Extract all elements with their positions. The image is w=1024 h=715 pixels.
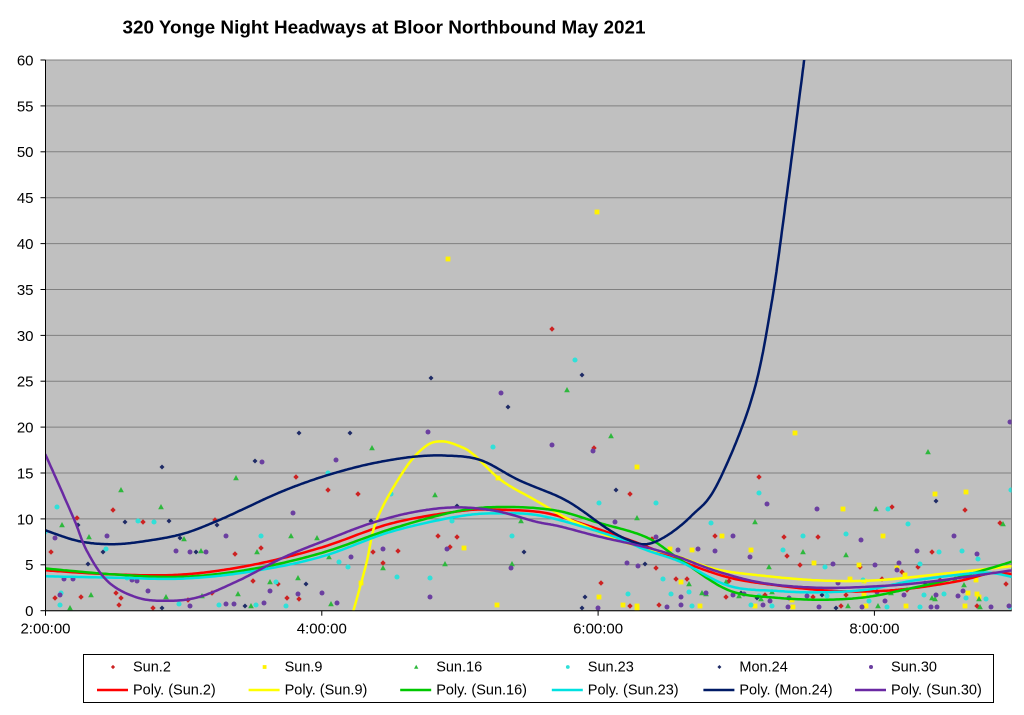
svg-text:55: 55 bbox=[17, 98, 34, 115]
svg-text:6:00:00: 6:00:00 bbox=[573, 621, 623, 638]
svg-text:Sun.16: Sun.16 bbox=[436, 660, 482, 676]
svg-text:50: 50 bbox=[17, 144, 34, 161]
svg-text:25: 25 bbox=[17, 374, 34, 391]
svg-text:Poly. (Sun.23): Poly. (Sun.23) bbox=[588, 683, 679, 699]
svg-text:10: 10 bbox=[17, 511, 34, 528]
svg-text:Poly. (Sun.30): Poly. (Sun.30) bbox=[891, 683, 982, 699]
svg-text:45: 45 bbox=[17, 190, 34, 207]
svg-text:20: 20 bbox=[17, 420, 34, 437]
svg-text:30: 30 bbox=[17, 328, 34, 345]
svg-text:Sun.23: Sun.23 bbox=[588, 660, 634, 676]
svg-text:15: 15 bbox=[17, 465, 34, 482]
svg-text:Sun.9: Sun.9 bbox=[285, 660, 323, 676]
svg-text:35: 35 bbox=[17, 282, 34, 299]
svg-text:Sun.2: Sun.2 bbox=[133, 660, 171, 676]
svg-text:8:00:00: 8:00:00 bbox=[849, 621, 899, 638]
svg-text:4:00:00: 4:00:00 bbox=[297, 621, 347, 638]
svg-text:0: 0 bbox=[25, 603, 33, 620]
svg-text:2:00:00: 2:00:00 bbox=[20, 621, 70, 638]
svg-text:Poly. (Sun.16): Poly. (Sun.16) bbox=[436, 683, 527, 699]
svg-text:Poly. (Mon.24): Poly. (Mon.24) bbox=[739, 683, 832, 699]
svg-text:Mon.24: Mon.24 bbox=[739, 660, 787, 676]
svg-text:40: 40 bbox=[17, 236, 34, 253]
svg-text:Sun.30: Sun.30 bbox=[891, 660, 937, 676]
svg-text:5: 5 bbox=[25, 557, 33, 574]
svg-text:60: 60 bbox=[17, 52, 34, 69]
svg-text:320 Yonge Night Headways at Bl: 320 Yonge Night Headways at Bloor Northb… bbox=[122, 18, 645, 39]
svg-text:Poly. (Sun.2): Poly. (Sun.2) bbox=[133, 683, 216, 699]
svg-text:Poly. (Sun.9): Poly. (Sun.9) bbox=[285, 683, 368, 699]
